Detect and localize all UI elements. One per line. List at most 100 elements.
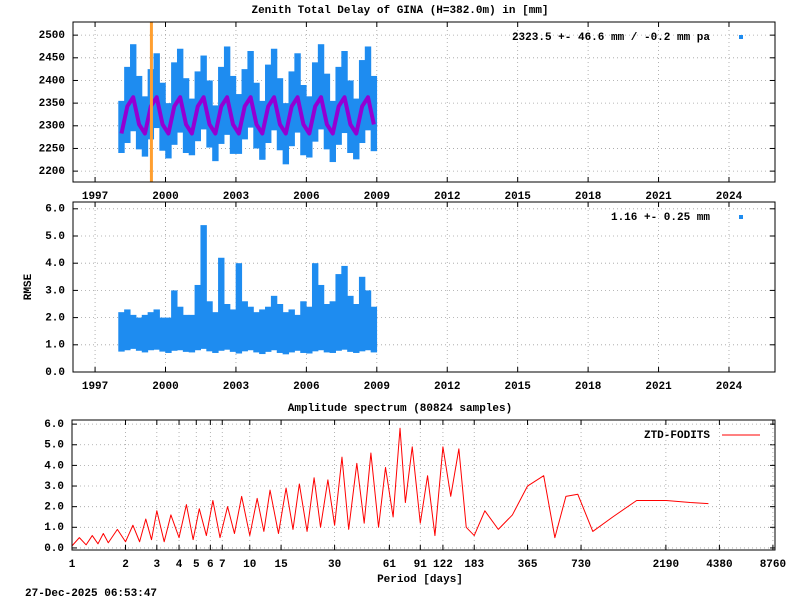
x-tick-label: 2018 — [575, 381, 602, 393]
range-bar — [135, 317, 143, 351]
range-bar — [194, 284, 201, 351]
range-bar — [200, 55, 207, 130]
y-tick-label: 5.0 — [44, 440, 64, 452]
range-bar — [282, 312, 290, 355]
x-tick-label: 2003 — [223, 381, 250, 393]
x-tick-label: 2012 — [434, 191, 460, 203]
range-bar — [200, 225, 207, 349]
x-tick-label: 2015 — [504, 191, 531, 203]
y-tick-label: 2200 — [39, 166, 65, 178]
y-tick-label: 1.0 — [45, 340, 65, 352]
range-bar — [241, 301, 248, 352]
x-tick-label: 4 — [176, 559, 183, 571]
x-tick-label: 2006 — [293, 191, 319, 203]
range-bar — [253, 312, 260, 353]
range-bar — [159, 317, 166, 352]
range-bar — [347, 295, 354, 352]
plot-frame — [72, 201, 776, 373]
x-tick-label: 4380 — [706, 559, 732, 571]
x-tick-label: 2024 — [716, 381, 743, 393]
y-tick-label: 2.0 — [45, 313, 65, 325]
x-axis-label: Period [days] — [377, 574, 463, 586]
y-tick-label: 0.0 — [44, 543, 64, 555]
range-bar — [229, 75, 237, 154]
x-tick-label: 730 — [571, 559, 591, 571]
x-tick-label: 2021 — [645, 381, 672, 393]
range-bar — [206, 301, 213, 352]
x-tick-label: 91 — [414, 559, 428, 571]
x-tick-label: 3 — [154, 559, 161, 571]
range-bar — [270, 48, 278, 131]
chart-title: Zenith Total Delay of GINA (H=382.0m) in… — [251, 5, 548, 17]
data-line — [71, 427, 709, 547]
x-tick-label: 2024 — [716, 191, 743, 203]
range-bar — [118, 312, 125, 352]
range-bar — [182, 314, 190, 352]
y-tick-label: 2350 — [39, 98, 65, 110]
range-bar — [176, 306, 184, 351]
range-bar — [153, 53, 160, 129]
range-bar — [341, 51, 348, 134]
range-bar — [212, 312, 219, 353]
range-bar — [229, 309, 237, 352]
x-tick-label: 2000 — [152, 381, 178, 393]
x-tick-label: 15 — [274, 559, 288, 571]
range-bar — [276, 78, 284, 151]
y-tick-label: 6.0 — [45, 204, 65, 216]
x-tick-label: 8760 — [760, 559, 786, 571]
range-bar — [317, 284, 325, 351]
x-tick-label: 10 — [243, 559, 256, 571]
range-bar — [341, 265, 348, 350]
range-bar — [188, 314, 196, 353]
range-bar — [218, 257, 225, 351]
x-tick-label: 1997 — [82, 381, 108, 393]
y-tick-label: 3.0 — [44, 481, 64, 493]
range-bar — [364, 46, 372, 131]
x-tick-label: 61 — [383, 559, 397, 571]
range-bar — [317, 44, 325, 130]
y-tick-label: 4.0 — [44, 460, 64, 472]
x-tick-label: 2021 — [645, 191, 672, 203]
x-tick-label: 30 — [328, 559, 341, 571]
range-bar — [124, 309, 131, 351]
range-bar — [265, 306, 272, 352]
x-tick-label: 2012 — [434, 381, 460, 393]
range-bar — [147, 312, 155, 351]
x-tick-label: 7 — [219, 559, 226, 571]
range-bar — [364, 290, 372, 351]
y-tick-label: 2500 — [39, 30, 65, 42]
range-bar — [130, 44, 137, 132]
x-tick-label: 1997 — [82, 191, 108, 203]
range-bar — [370, 306, 378, 353]
y-tick-label: 5.0 — [45, 231, 65, 243]
timestamp: 27-Dec-2025 06:53:47 — [25, 588, 157, 600]
x-tick-label: 2009 — [364, 191, 390, 203]
range-bar — [294, 53, 301, 133]
range-bar — [306, 306, 313, 354]
y-tick-label: 4.0 — [45, 258, 65, 270]
range-bar — [171, 290, 178, 351]
range-bar — [353, 304, 360, 353]
data-line — [119, 95, 376, 136]
x-tick-label: 2009 — [364, 381, 390, 393]
legend-swatch — [739, 215, 743, 219]
range-bar — [206, 80, 213, 148]
x-tick-label: 2006 — [293, 381, 319, 393]
y-tick-label: 2400 — [39, 75, 65, 87]
x-tick-label: 2018 — [575, 191, 602, 203]
range-bar — [153, 309, 160, 350]
x-tick-label: 2015 — [504, 381, 531, 393]
range-bar — [329, 301, 336, 353]
range-bar — [223, 304, 231, 350]
range-bar — [223, 46, 231, 135]
range-bar — [259, 309, 266, 355]
range-bar — [141, 314, 149, 353]
range-bar — [235, 94, 243, 154]
y-tick-label: 2.0 — [44, 502, 64, 514]
legend-label: 1.16 +- 0.25 mm — [611, 212, 710, 224]
y-tick-label: 1.0 — [44, 522, 64, 534]
y-tick-label: 2250 — [39, 143, 65, 155]
x-tick-label: 122 — [433, 559, 453, 571]
range-bar — [135, 75, 143, 150]
